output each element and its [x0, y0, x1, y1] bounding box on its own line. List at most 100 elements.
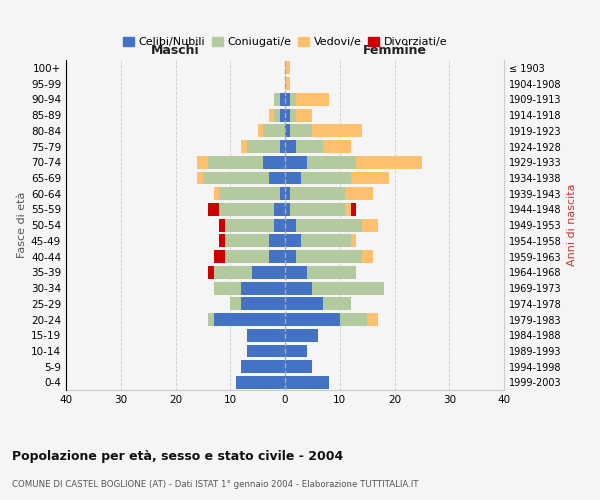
- Bar: [285, 93, 290, 106]
- Bar: [301, 234, 351, 248]
- Bar: [247, 140, 280, 153]
- Bar: [285, 266, 307, 279]
- Bar: [285, 172, 301, 184]
- Text: COMUNE DI CASTEL BOGLIONE (AT) - Dati ISTAT 1° gennaio 2004 - Elaborazione TUTTI: COMUNE DI CASTEL BOGLIONE (AT) - Dati IS…: [12, 480, 419, 489]
- Legend: Celibi/Nubili, Coniugati/e, Vedovi/e, Divorziati/e: Celibi/Nubili, Coniugati/e, Vedovi/e, Di…: [118, 32, 452, 52]
- Bar: [345, 203, 351, 216]
- Bar: [225, 234, 269, 248]
- Text: Popolazione per età, sesso e stato civile - 2004: Popolazione per età, sesso e stato civil…: [12, 450, 343, 463]
- Bar: [285, 282, 313, 294]
- Bar: [269, 250, 285, 263]
- Bar: [220, 218, 225, 232]
- Bar: [214, 188, 220, 200]
- Bar: [225, 250, 269, 263]
- Bar: [208, 313, 214, 326]
- Bar: [356, 156, 422, 168]
- Bar: [274, 108, 280, 122]
- Bar: [323, 140, 350, 153]
- Bar: [296, 250, 362, 263]
- Bar: [285, 329, 318, 342]
- Bar: [285, 62, 290, 74]
- Bar: [285, 250, 296, 263]
- Bar: [350, 172, 389, 184]
- Bar: [285, 376, 329, 389]
- Bar: [208, 266, 214, 279]
- Bar: [225, 218, 274, 232]
- Y-axis label: Fasce di età: Fasce di età: [17, 192, 27, 258]
- Bar: [285, 218, 296, 232]
- Bar: [247, 329, 285, 342]
- Bar: [214, 282, 241, 294]
- Bar: [241, 282, 285, 294]
- Bar: [345, 188, 373, 200]
- Bar: [285, 188, 290, 200]
- Bar: [280, 108, 285, 122]
- Bar: [362, 218, 378, 232]
- Bar: [263, 156, 285, 168]
- Bar: [285, 234, 301, 248]
- Bar: [257, 124, 263, 137]
- Bar: [214, 250, 225, 263]
- Bar: [241, 298, 285, 310]
- Text: Maschi: Maschi: [151, 44, 200, 57]
- Bar: [274, 203, 285, 216]
- Bar: [362, 250, 373, 263]
- Bar: [285, 156, 307, 168]
- Bar: [296, 218, 362, 232]
- Bar: [285, 124, 290, 137]
- Bar: [280, 140, 285, 153]
- Bar: [296, 93, 329, 106]
- Bar: [280, 188, 285, 200]
- Bar: [241, 140, 247, 153]
- Bar: [313, 282, 383, 294]
- Y-axis label: Anni di nascita: Anni di nascita: [567, 184, 577, 266]
- Bar: [313, 124, 362, 137]
- Bar: [285, 140, 296, 153]
- Bar: [269, 172, 285, 184]
- Bar: [296, 140, 323, 153]
- Bar: [285, 344, 307, 358]
- Bar: [285, 360, 313, 373]
- Bar: [296, 108, 313, 122]
- Bar: [208, 203, 220, 216]
- Bar: [285, 298, 323, 310]
- Bar: [301, 172, 351, 184]
- Bar: [247, 344, 285, 358]
- Bar: [220, 203, 274, 216]
- Text: Femmine: Femmine: [362, 44, 427, 57]
- Bar: [307, 266, 356, 279]
- Bar: [285, 203, 290, 216]
- Bar: [208, 156, 263, 168]
- Bar: [214, 313, 285, 326]
- Bar: [290, 124, 313, 137]
- Bar: [274, 218, 285, 232]
- Bar: [241, 360, 285, 373]
- Bar: [290, 203, 345, 216]
- Bar: [285, 313, 340, 326]
- Bar: [219, 188, 280, 200]
- Bar: [285, 108, 290, 122]
- Bar: [197, 172, 203, 184]
- Bar: [340, 313, 367, 326]
- Bar: [290, 108, 296, 122]
- Bar: [269, 108, 274, 122]
- Bar: [230, 298, 241, 310]
- Bar: [197, 156, 208, 168]
- Bar: [203, 172, 269, 184]
- Bar: [350, 234, 356, 248]
- Bar: [236, 376, 285, 389]
- Bar: [367, 313, 378, 326]
- Bar: [214, 266, 252, 279]
- Bar: [350, 203, 356, 216]
- Bar: [220, 234, 225, 248]
- Bar: [263, 124, 285, 137]
- Bar: [252, 266, 285, 279]
- Bar: [290, 188, 345, 200]
- Bar: [269, 234, 285, 248]
- Bar: [323, 298, 350, 310]
- Bar: [280, 93, 285, 106]
- Bar: [285, 77, 290, 90]
- Bar: [290, 93, 296, 106]
- Bar: [307, 156, 356, 168]
- Bar: [274, 93, 280, 106]
